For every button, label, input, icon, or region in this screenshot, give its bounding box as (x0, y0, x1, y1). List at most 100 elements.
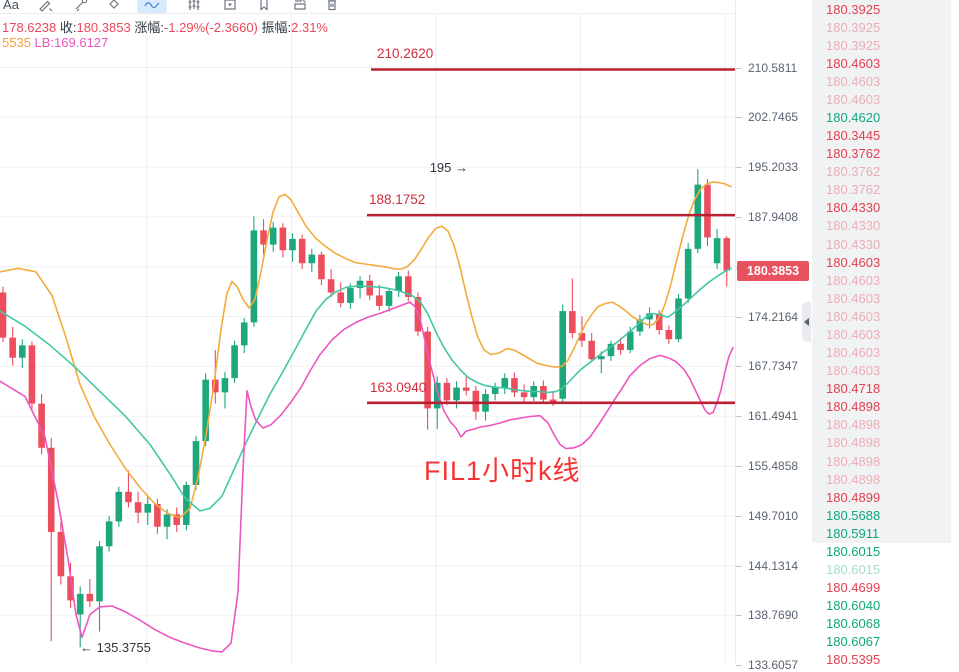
candle (154, 498, 161, 534)
trade-price-row[interactable]: 180.3925 (826, 37, 881, 53)
panel-collapse-handle[interactable] (802, 302, 811, 342)
trade-price-row[interactable]: 180.4603 (826, 55, 881, 71)
trade-price-row[interactable]: 180.6015 (826, 561, 881, 577)
trade-price-row[interactable]: 180.4603 (826, 91, 881, 107)
axis-tick (736, 565, 742, 567)
candle (356, 276, 364, 299)
price-annotation: 195 → (429, 160, 468, 175)
hline-label[interactable]: 210.2620 (377, 46, 434, 62)
trade-price-row[interactable]: 180.6068 (826, 616, 881, 632)
trade-price-row[interactable]: 180.4603 (826, 326, 881, 342)
candle (67, 562, 74, 608)
axis-price-label: 155.4858 (748, 458, 799, 473)
wave-line-tool-icon[interactable] (137, 0, 167, 13)
candle (221, 371, 229, 409)
LB-lower-band-line (0, 301, 734, 653)
trade-price-row[interactable]: 180.4898 (826, 435, 881, 451)
trade-price-row[interactable]: 180.4603 (826, 254, 881, 270)
candlestick-tool-icon[interactable] (179, 0, 209, 13)
hline-label[interactable]: 188.1752 (369, 192, 426, 208)
price-axis[interactable]: 210.5811202.7465195.2033187.9408180.9485… (735, 0, 812, 672)
chevron-left-icon (804, 318, 809, 326)
UB-upper-band-line (0, 181, 732, 519)
trade-history-panel[interactable]: 180.3925 180.3925 180.3925 180.4603 180.4603… (811, 0, 959, 667)
candle (76, 586, 84, 648)
candle (327, 269, 335, 297)
candle (704, 179, 711, 246)
pen-tool-icon[interactable] (66, 0, 96, 13)
chart-canvas[interactable] (0, 0, 735, 663)
trade-price-row[interactable]: 180.3445 (826, 128, 881, 144)
trade-price-row[interactable]: 180.4603 (826, 272, 881, 288)
candle (424, 326, 431, 430)
axis-tick (736, 615, 742, 617)
trade-price-row[interactable]: 180.4620 (826, 109, 881, 125)
legend-part: 180.3853 (76, 20, 131, 35)
hline-label[interactable]: 163.0940 (370, 379, 427, 395)
trade-price-row[interactable]: 180.5688 (826, 507, 881, 523)
candle (723, 236, 731, 287)
screenshot-icon[interactable] (215, 0, 245, 13)
legend-part: 振幅: (257, 20, 292, 35)
edit-drawing-icon[interactable] (285, 0, 315, 13)
candle (125, 470, 132, 508)
candle (405, 270, 412, 302)
trade-price-row[interactable]: 180.3762 (826, 146, 881, 162)
trade-price-row[interactable]: 180.3762 (826, 164, 881, 180)
trade-price-row[interactable]: 180.4603 (826, 73, 881, 89)
candle (183, 481, 190, 531)
trade-price-row[interactable]: 180.4718 (826, 381, 881, 397)
trade-price-row[interactable]: 180.4898 (826, 471, 881, 487)
delete-drawing-icon[interactable] (317, 0, 347, 13)
candle (520, 384, 528, 402)
ohlc-legend: 178.6238 收:180.3853 涨幅:-1.29%(-2.3660) 振… (2, 17, 328, 36)
trade-price-row[interactable]: 180.4699 (826, 580, 881, 596)
trade-price-row[interactable]: 180.4330 (826, 218, 881, 234)
diamond-tool-icon[interactable] (99, 0, 129, 13)
bookmark-icon[interactable] (249, 0, 279, 13)
text-tool-icon[interactable]: Aa (3, 0, 19, 12)
candle (376, 285, 383, 311)
trade-price-row[interactable]: 180.5395 (826, 652, 881, 668)
candle (443, 378, 451, 406)
trade-price-row[interactable]: 180.4898 (826, 417, 881, 433)
candle (617, 337, 624, 355)
trade-price-row[interactable]: 180.3925 (826, 19, 881, 35)
axis-tick (736, 216, 742, 218)
candle (279, 223, 287, 258)
candle (453, 381, 460, 409)
trade-price-row[interactable]: 180.6067 (826, 634, 881, 650)
indicator-legend: 5535 LB:169.6127 (2, 35, 108, 50)
candle (269, 221, 277, 252)
trade-price-row[interactable]: 180.4898 (826, 399, 881, 415)
axis-tick (736, 167, 742, 169)
candle (318, 251, 325, 286)
trade-price-row[interactable]: 180.4603 (826, 290, 881, 306)
brush-tool-icon[interactable] (30, 0, 60, 13)
trade-price-row[interactable]: 180.4603 (826, 363, 881, 379)
trade-price-row[interactable]: 180.4899 (826, 489, 881, 505)
axis-price-label: 195.2033 (748, 160, 799, 175)
axis-tick (736, 316, 742, 318)
trade-price-row[interactable]: 180.4603 (826, 345, 881, 361)
trade-price-row[interactable]: 180.5911 (826, 525, 880, 541)
candle (308, 248, 316, 272)
trade-price-row[interactable]: 180.6015 (826, 543, 881, 559)
trade-price-row[interactable]: 180.3762 (826, 182, 881, 198)
trade-price-row[interactable]: 180.4898 (826, 453, 881, 469)
axis-price-label: 149.7010 (748, 508, 799, 523)
trade-price-row[interactable]: 180.4330 (826, 236, 881, 252)
drawing-toolbar: Aa (0, 0, 735, 14)
axis-tick (736, 366, 742, 368)
last-price-tag: 180.3853 (737, 260, 809, 281)
trade-price-row[interactable]: 180.6040 (826, 598, 881, 614)
trade-price-row[interactable]: 180.3925 (826, 1, 881, 17)
candlestick-chart[interactable]: 210.2620 188.1752 163.0940 195 → ← 135.3755 F… (0, 0, 735, 663)
candle (491, 382, 499, 401)
axis-price-label: 138.7690 (748, 608, 799, 623)
trade-price-row[interactable]: 180.4330 (826, 200, 881, 216)
candle (192, 436, 200, 491)
trade-price-row[interactable]: 180.4603 (826, 308, 881, 324)
legend-part: -1.29%(-2.3660) (163, 20, 258, 35)
legend-part: 收: (56, 20, 77, 35)
